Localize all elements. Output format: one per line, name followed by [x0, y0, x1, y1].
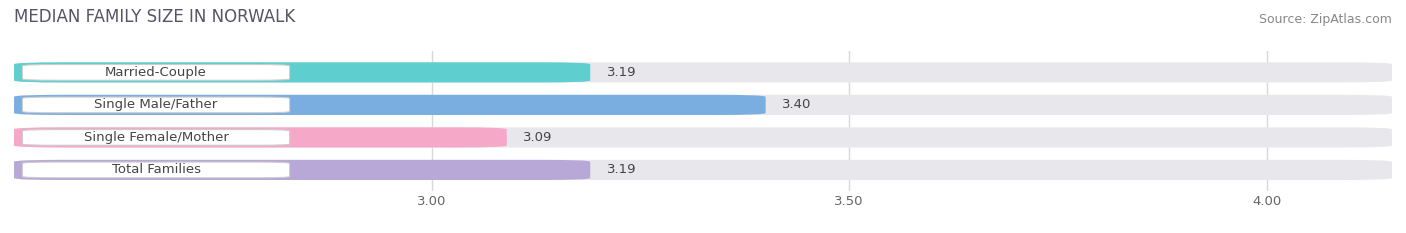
- FancyBboxPatch shape: [22, 65, 290, 80]
- Text: MEDIAN FAMILY SIZE IN NORWALK: MEDIAN FAMILY SIZE IN NORWALK: [14, 8, 295, 26]
- Text: 3.09: 3.09: [523, 131, 553, 144]
- FancyBboxPatch shape: [22, 162, 290, 178]
- FancyBboxPatch shape: [14, 127, 1392, 147]
- Text: 3.19: 3.19: [607, 163, 637, 176]
- FancyBboxPatch shape: [14, 127, 506, 147]
- Text: Total Families: Total Families: [111, 163, 201, 176]
- FancyBboxPatch shape: [14, 62, 1392, 82]
- Text: Single Female/Mother: Single Female/Mother: [83, 131, 228, 144]
- FancyBboxPatch shape: [14, 160, 591, 180]
- Text: Source: ZipAtlas.com: Source: ZipAtlas.com: [1258, 13, 1392, 26]
- Text: Single Male/Father: Single Male/Father: [94, 98, 218, 111]
- FancyBboxPatch shape: [14, 62, 591, 82]
- FancyBboxPatch shape: [22, 130, 290, 145]
- Text: 3.19: 3.19: [607, 66, 637, 79]
- FancyBboxPatch shape: [22, 97, 290, 113]
- FancyBboxPatch shape: [14, 160, 1392, 180]
- Text: 3.40: 3.40: [782, 98, 811, 111]
- Text: Married-Couple: Married-Couple: [105, 66, 207, 79]
- FancyBboxPatch shape: [14, 95, 1392, 115]
- FancyBboxPatch shape: [14, 95, 766, 115]
